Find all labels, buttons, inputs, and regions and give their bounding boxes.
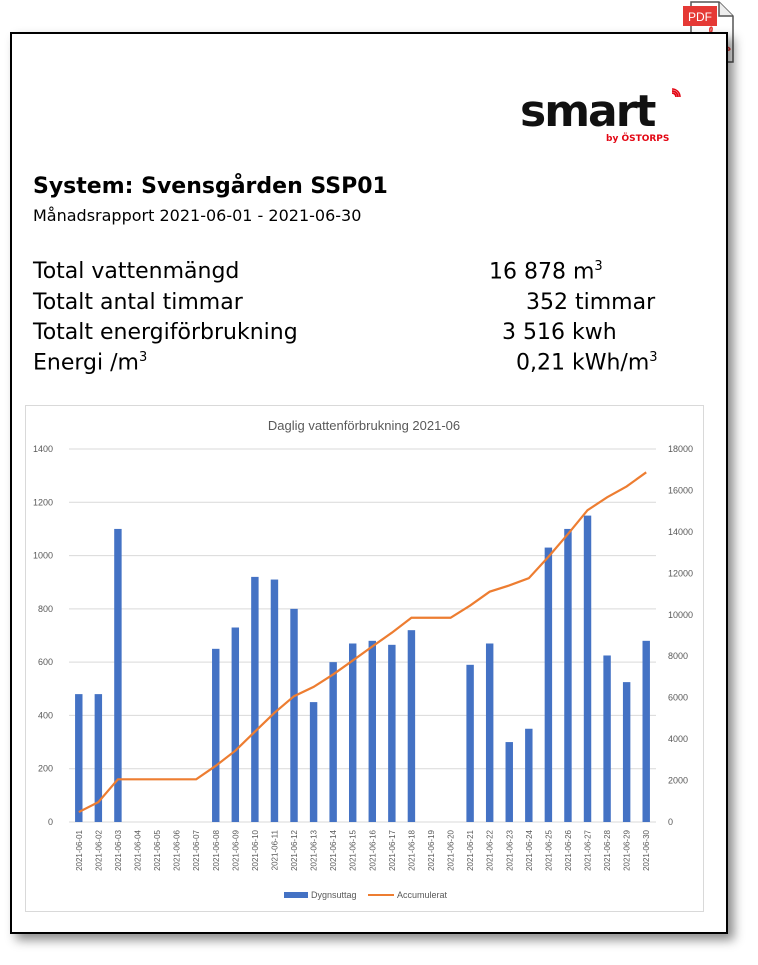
x-tick-label: 2021-06-14 (329, 829, 338, 870)
legend-swatch-bar (284, 892, 308, 898)
bar-dygnsuttag (388, 644, 396, 822)
report-subtitle: Månadsrapport 2021-06-01 - 2021-06-30 (33, 206, 362, 225)
signal-waves-icon (671, 88, 681, 98)
water-consumption-chart: Daglig vattenförbrukning 2021-06 0 200 400… (33, 418, 693, 900)
x-tick-label: 2021-06-25 (544, 829, 553, 870)
y-right-tick-label: 2000 (668, 776, 688, 786)
bar-dygnsuttag (525, 728, 533, 822)
x-tick-label: 2021-06-17 (388, 829, 397, 870)
x-tick-label: 2021-06-01 (75, 829, 84, 870)
y-left-tick-label: 400 (38, 710, 53, 720)
logo-byline: by ÖSTORPS (606, 134, 670, 144)
y-left-tick-label: 1000 (33, 551, 53, 561)
stat-value-energy: 3 516 kwh (502, 320, 617, 345)
chart-legend: Dygnsuttag Accumulerat (284, 890, 448, 900)
y-left-tick-label: 200 (38, 764, 53, 774)
x-tick-label: 2021-06-21 (466, 829, 475, 870)
x-tick-label: 2021-06-11 (270, 829, 279, 870)
x-tick-label: 2021-06-03 (114, 829, 123, 870)
bar-dygnsuttag (622, 682, 631, 822)
bar-dygnsuttag (544, 547, 553, 822)
bar-dygnsuttag (407, 630, 416, 822)
stat-value-energy-per-m3: 0,21 kWh/m3 (516, 350, 658, 376)
x-tick-label: 2021-06-13 (310, 829, 319, 870)
bar-dygnsuttag (309, 702, 318, 822)
x-tick-label: 2021-06-19 (427, 829, 436, 870)
bar-dygnsuttag (114, 528, 122, 822)
y-right-tick-label: 6000 (668, 693, 688, 703)
legend-label-line: Accumulerat (397, 890, 448, 900)
stat-label-energy: Totalt energiförbrukning (33, 320, 298, 345)
bar-dygnsuttag (583, 515, 592, 822)
report-title: System: Svensgården SSP01 (33, 174, 388, 199)
y-left-tick-label: 1200 (33, 497, 53, 507)
x-tick-label: 2021-06-26 (564, 829, 573, 870)
stat-label-water: Total vattenmängd (33, 259, 240, 284)
legend-label-bar: Dygnsuttag (311, 890, 357, 900)
y-right-tick-label: 10000 (668, 610, 693, 620)
stat-value-water: 16 878 m3 (489, 259, 603, 285)
x-tick-label: 2021-06-05 (153, 829, 162, 870)
x-tick-label: 2021-06-30 (642, 829, 651, 870)
y-right-tick-label: 16000 (668, 485, 693, 495)
bar-dygnsuttag (94, 694, 103, 822)
y-left-tick-label: 800 (38, 604, 53, 614)
x-tick-label: 2021-06-06 (173, 829, 182, 870)
logo-word: smart (520, 86, 656, 137)
bar-dygnsuttag (505, 742, 513, 822)
stat-value-hours: 352 timmar (526, 290, 656, 315)
bar-dygnsuttag (642, 640, 650, 822)
y-right-tick-label: 8000 (668, 651, 688, 661)
y-right-tick-label: 18000 (668, 444, 693, 454)
x-tick-label: 2021-06-28 (603, 829, 612, 870)
y-right-tick-label: 14000 (668, 527, 693, 537)
x-tick-label: 2021-06-08 (212, 829, 221, 870)
line-accumulerat (78, 471, 647, 814)
bar-dygnsuttag (564, 528, 572, 822)
x-tick-label: 2021-06-24 (525, 829, 534, 870)
x-tick-label: 2021-06-12 (290, 829, 299, 870)
y-left-tick-label: 0 (48, 817, 53, 827)
bar-dygnsuttag (290, 608, 298, 822)
bar-dygnsuttag (368, 640, 377, 822)
bar-dygnsuttag (348, 643, 357, 822)
x-tick-label: 2021-06-20 (447, 829, 456, 870)
x-tick-label: 2021-06-15 (349, 829, 358, 870)
bar-dygnsuttag (466, 664, 474, 822)
x-tick-label: 2021-06-27 (584, 829, 593, 870)
x-tick-label: 2021-06-29 (623, 829, 632, 870)
x-tick-label: 2021-06-16 (368, 829, 377, 870)
bar-dygnsuttag (212, 648, 220, 822)
x-tick-label: 2021-06-22 (486, 829, 495, 870)
y-right-tick-label: 4000 (668, 734, 688, 744)
stat-label-hours: Totalt antal timmar (33, 290, 243, 315)
bar-dygnsuttag (603, 655, 611, 822)
y-right-tick-label: 0 (668, 817, 673, 827)
bar-dygnsuttag (329, 662, 337, 822)
stat-label-energy-per-m3: Energi /m3 (33, 350, 148, 376)
x-tick-label: 2021-06-07 (192, 829, 201, 870)
bar-dygnsuttag (75, 694, 83, 822)
x-tick-label: 2021-06-23 (505, 829, 514, 870)
bar-dygnsuttag (270, 579, 279, 822)
bar-dygnsuttag (251, 576, 259, 822)
pdf-label: PDF (688, 10, 712, 24)
chart-container: Daglig vattenförbrukning 2021-06 0 200 400… (25, 405, 704, 912)
y-right-tick-label: 12000 (668, 568, 693, 578)
chart-title: Daglig vattenförbrukning 2021-06 (268, 418, 460, 433)
x-tick-label: 2021-06-02 (94, 829, 103, 870)
x-tick-label: 2021-06-09 (231, 829, 240, 870)
x-tick-label: 2021-06-10 (251, 829, 260, 870)
x-tick-label: 2021-06-04 (133, 829, 142, 870)
bar-dygnsuttag (485, 643, 494, 822)
y-left-tick-label: 1400 (33, 444, 53, 454)
x-tick-label: 2021-06-18 (407, 829, 416, 870)
smart-logo: smart by ÖSTORPS (520, 86, 681, 150)
y-left-tick-label: 600 (38, 657, 53, 667)
bar-dygnsuttag (231, 627, 240, 822)
